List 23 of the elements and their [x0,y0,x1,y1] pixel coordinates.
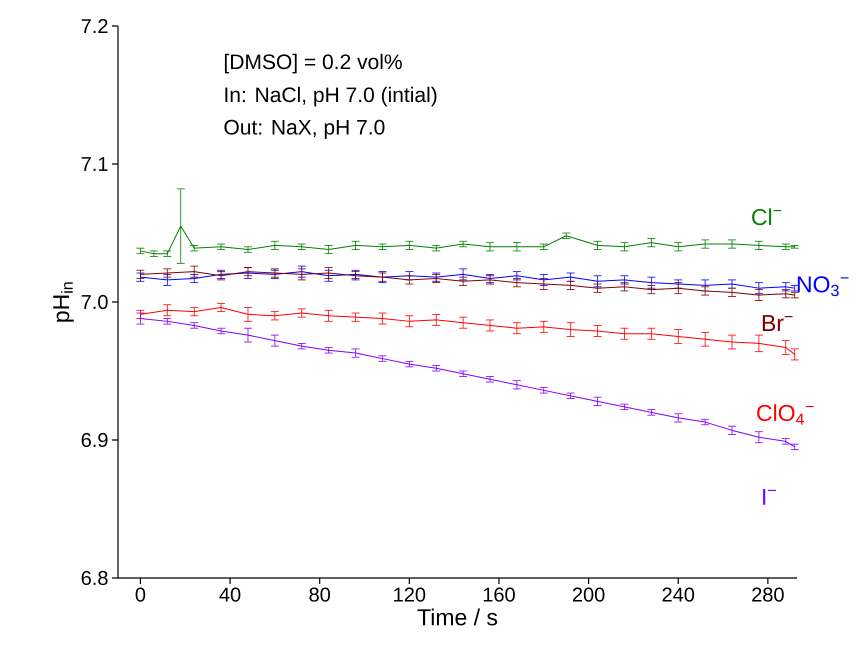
y-tick-label: 7.0 [82,294,108,310]
x-tick-label: 160 [484,588,515,602]
x-tick-label: 120 [394,588,426,602]
x-tick-label: 280 [752,588,784,602]
series-label: Cl$^{−}$ [752,208,782,226]
x-tick-label: 40 [219,588,240,602]
y-tick-label: 6.8 [82,570,108,586]
x-tick-label: 0 [136,588,146,602]
annotation: [DMSO] = 0.2 vol% [224,54,402,74]
text: ClO$_{4}$− [757,404,814,425]
series-label: NO$_{3}$− [798,276,849,296]
annotation: Out: NaX, pH 7.0 [224,120,384,139]
y-tick-label: 7.2 [82,19,108,33]
x-axis-title: Time / s [418,608,498,626]
y-tick-label: 6.9 [82,432,108,448]
annotation: In: NaCl, pH 7.0 (intial) [225,86,436,106]
y-axis-title: pH$_{in}$ [53,282,74,322]
x-tick-label: 240 [662,588,694,602]
x-tick-label: 80 [309,588,330,602]
y-tick-label: 7.1 [82,157,108,171]
x-tick-label: 200 [572,588,604,602]
series-label: I$^{−}$ [763,488,776,505]
series-label: Br$^{−}$ [762,315,793,332]
